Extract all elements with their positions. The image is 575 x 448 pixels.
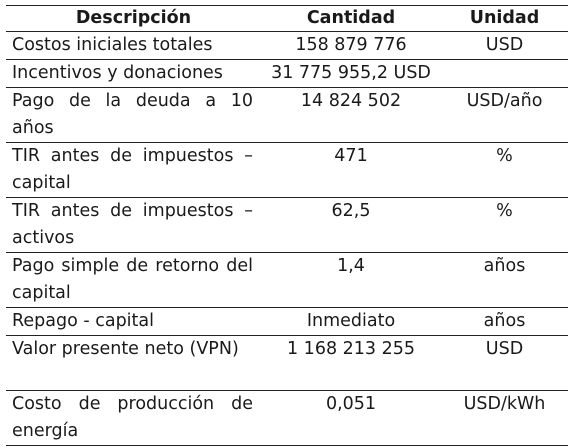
table-row: Costo de producción de energía 0,051 USD…	[6, 390, 568, 446]
table-row: TIR antes de impuestos – activos 62,5 %	[6, 197, 568, 253]
row-unit: USD	[441, 31, 568, 60]
row-quantity: 31 775 955,2 USD	[261, 59, 441, 88]
header-unit: Unidad	[441, 5, 568, 32]
row-quantity: 1 168 213 255	[261, 335, 441, 391]
table-row: Repago - capital Inmediato años	[6, 307, 568, 336]
row-unit: %	[441, 197, 568, 253]
row-description: Pago simple de retorno del capital	[6, 252, 261, 308]
row-unit: USD/kWh	[441, 390, 568, 446]
row-quantity: 62,5	[261, 197, 441, 253]
header-row: Descripción Cantidad Unidad	[6, 5, 568, 32]
row-quantity: 158 879 776	[261, 31, 441, 60]
table-row: Costos iniciales totales 158 879 776 USD	[6, 31, 568, 60]
row-description: Incentivos y donaciones	[6, 59, 261, 88]
table-row: Pago simple de retorno del capital 1,4 a…	[6, 252, 568, 308]
row-description: TIR antes de impuestos – activos	[6, 197, 261, 253]
table-header: Descripción Cantidad Unidad	[6, 5, 568, 32]
row-unit: años	[441, 307, 568, 336]
header-description: Descripción	[6, 5, 261, 32]
row-unit: USD/año	[441, 87, 568, 143]
row-quantity: 0,051	[261, 390, 441, 446]
table-row: Valor presente neto (VPN) 1 168 213 255 …	[6, 335, 568, 391]
row-description: Costos iniciales totales	[6, 31, 261, 60]
table-body: Costos iniciales totales 158 879 776 USD…	[6, 31, 568, 446]
row-quantity: 1,4	[261, 252, 441, 308]
row-unit: %	[441, 142, 568, 198]
results-table: Descripción Cantidad Unidad Costos inici…	[6, 5, 568, 446]
row-description: TIR antes de impuestos – capital	[6, 142, 261, 198]
row-description: Valor presente neto (VPN)	[6, 335, 261, 391]
row-description: Repago - capital	[6, 307, 261, 336]
row-quantity: 471	[261, 142, 441, 198]
row-unit: USD	[441, 335, 568, 391]
table-row: Pago de la deuda a 10 años 14 824 502 US…	[6, 87, 568, 143]
table-row: Incentivos y donaciones 31 775 955,2 USD	[6, 59, 568, 88]
row-description: Pago de la deuda a 10 años	[6, 87, 261, 143]
row-unit: años	[441, 252, 568, 308]
row-quantity: 14 824 502	[261, 87, 441, 143]
header-quantity: Cantidad	[261, 5, 441, 32]
row-description: Costo de producción de energía	[6, 390, 261, 446]
table-row: TIR antes de impuestos – capital 471 %	[6, 142, 568, 198]
row-unit	[441, 59, 568, 88]
row-quantity: Inmediato	[261, 307, 441, 336]
